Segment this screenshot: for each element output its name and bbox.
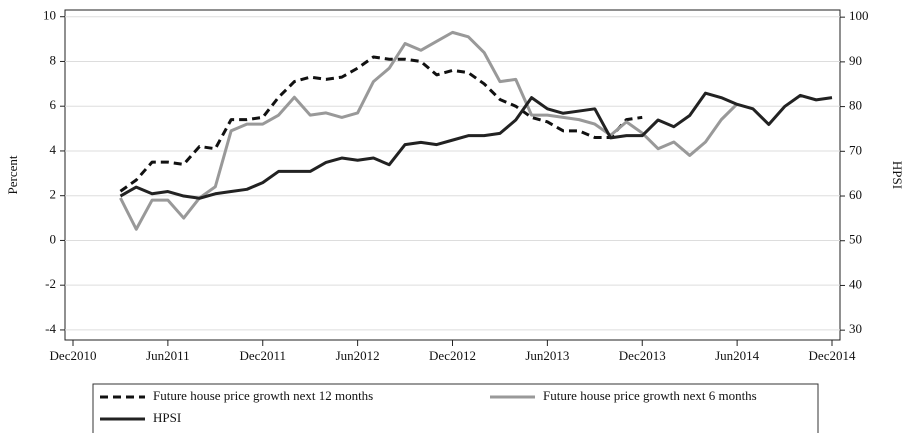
x-tick-label: Dec2012 [429,348,476,363]
y-tick-label: 2 [50,187,57,202]
x-tick-label: Jun2012 [336,348,380,363]
y-tick-label: -2 [45,276,56,291]
series-line [119,55,643,193]
y-tick-label: 8 [50,52,57,67]
y-tick-label: 0 [50,231,57,246]
x-tick-label: Jun2011 [146,348,190,363]
y2-tick-label: 60 [849,187,862,202]
x-tick-label: Dec2014 [809,348,856,363]
y-tick-label: 6 [50,97,57,112]
series-line [119,91,833,200]
y-axis-title: Percent [5,155,20,194]
y2-tick-label: 30 [849,321,862,336]
y2-tick-label: 40 [849,276,862,291]
x-tick-label: Jun2014 [715,348,760,363]
x-tick-label: Dec2010 [50,348,97,363]
y-tick-label: 4 [50,142,57,157]
y-tick-label: -4 [45,321,56,336]
legend-box [92,383,819,438]
plot-frame [64,9,841,341]
x-tick-label: Jun2013 [525,348,569,363]
y-tick-label: 10 [43,8,56,23]
y2-tick-label: 70 [849,142,862,157]
series-line [119,30,739,231]
legend-label: Future house price growth next 6 months [543,388,757,403]
y2-tick-label: 100 [849,8,869,23]
legend-label: HPSI [153,410,181,425]
x-tick-label: Dec2011 [240,348,286,363]
y2-axis-title: HPSI [890,161,905,189]
y2-tick-label: 50 [849,232,862,247]
x-tick-label: Dec2013 [619,348,666,363]
legend-label: Future house price growth next 12 months [153,388,373,403]
y2-tick-label: 90 [849,53,862,68]
y2-tick-label: 80 [849,98,862,113]
